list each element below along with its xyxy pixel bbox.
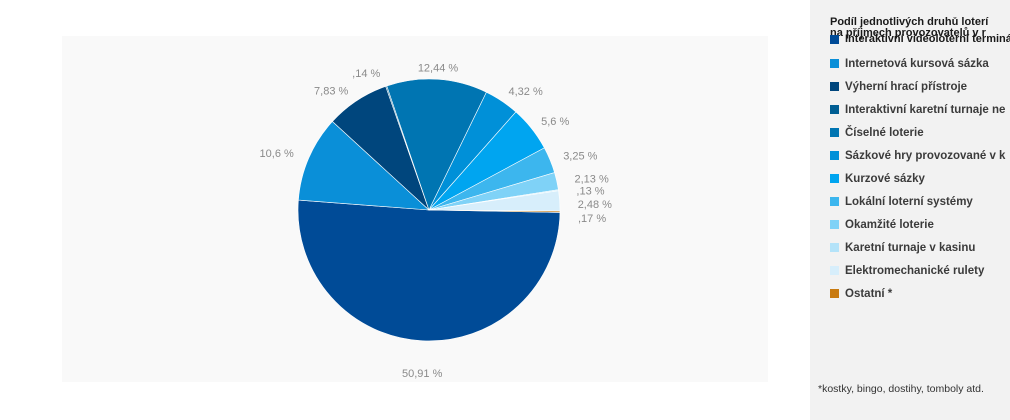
legend-swatch-7 [830, 197, 839, 206]
pie-slice-1[interactable] [298, 121, 430, 211]
legend-item-9[interactable]: Karetní turnaje v kasinu [830, 240, 1010, 263]
legend-item-10[interactable]: Elektromechanické rulety [830, 263, 1010, 286]
slice-label-10: 2,48 % [578, 199, 612, 211]
legend-title-line-1: Podíl jednotlivých druhů loterí [830, 17, 989, 28]
legend-label-8: Okamžité loterie [845, 219, 934, 231]
legend-title: Podíl jednotlivých druhů loterí na příjm… [830, 17, 1010, 39]
legend-item-4[interactable]: Číselné loterie [830, 125, 1010, 148]
slice-label-11: ,17 % [578, 213, 606, 225]
pie-chart: 50,91 % 10,6 % 7,83 % ,14 % 12,44 % 4,32 % 5,6… [260, 62, 613, 380]
legend-item-2[interactable]: Výherní hrací přístroje [830, 79, 1010, 102]
legend-swatch-3 [830, 105, 839, 114]
legend-swatch-5 [830, 151, 839, 160]
legend-label-10: Elektromechanické rulety [845, 265, 985, 277]
slice-label-8: 2,13 % [575, 173, 609, 185]
legend-item-5[interactable]: Sázkové hry provozované v k [830, 148, 1010, 171]
legend-swatch-4 [830, 128, 839, 137]
legend-item-3[interactable]: Interaktivní karetní turnaje ne [830, 102, 1010, 125]
legend-panel: Podíl jednotlivých druhů loterí na příjm… [810, 0, 1010, 420]
legend-item-0[interactable]: Interaktivní videoloterní terminály [830, 33, 1010, 47]
pie-slice-0[interactable] [297, 199, 561, 342]
legend-swatch-9 [830, 243, 839, 252]
legend-swatch-10 [830, 266, 839, 275]
legend-label-7: Lokální loterní systémy [845, 196, 973, 208]
legend-label-6: Kurzové sázky [845, 173, 925, 185]
legend-label-3: Interaktivní karetní turnaje ne [845, 104, 1006, 116]
legend-label-5: Sázkové hry provozované v k [845, 150, 1006, 162]
legend-swatch-2 [830, 82, 839, 91]
pie-slice-4[interactable] [386, 78, 487, 211]
slice-label-1: 10,6 % [260, 148, 294, 160]
legend-label-2: Výherní hrací přístroje [845, 81, 968, 93]
legend-item-11[interactable]: Ostatní * [830, 286, 1010, 309]
legend-swatch-6 [830, 174, 839, 183]
legend-list: Internetová kursová sázka Výherní hrací p… [830, 56, 1010, 309]
slice-label-9: ,13 % [576, 185, 604, 197]
slice-label-2: 7,83 % [314, 86, 348, 98]
pie-slice-11[interactable] [428, 209, 561, 213]
footnote: *kostky, bingo, dostihy, tomboly atd. [818, 383, 984, 395]
slice-label-4: 12,44 % [418, 62, 459, 74]
legend-swatch-8 [830, 220, 839, 229]
legend-title-line-2: na příjmech provozovatelů v r [830, 27, 986, 39]
slice-label-7: 3,25 % [563, 150, 597, 162]
legend-item-8[interactable]: Okamžité loterie [830, 217, 1010, 240]
slice-label-3: ,14 % [352, 68, 380, 80]
legend-label-11: Ostatní * [845, 288, 893, 300]
legend-swatch-0 [830, 34, 839, 44]
legend-item-7[interactable]: Lokální loterní systémy [830, 194, 1010, 217]
slice-label-6: 5,6 % [541, 116, 569, 128]
legend-label-1: Internetová kursová sázka [845, 58, 989, 70]
legend-swatch-1 [830, 59, 839, 68]
legend-label-9: Karetní turnaje v kasinu [845, 242, 976, 254]
legend-item-6[interactable]: Kurzové sázky [830, 171, 1010, 194]
legend-swatch-11 [830, 289, 839, 298]
legend-item-1[interactable]: Internetová kursová sázka [830, 56, 1010, 79]
legend-label-0: Interaktivní videoloterní terminály [845, 33, 1010, 45]
legend-label-4: Číselné loterie [845, 127, 924, 139]
slice-label-5: 4,32 % [509, 86, 543, 98]
slice-label-0: 50,91 % [402, 368, 443, 380]
